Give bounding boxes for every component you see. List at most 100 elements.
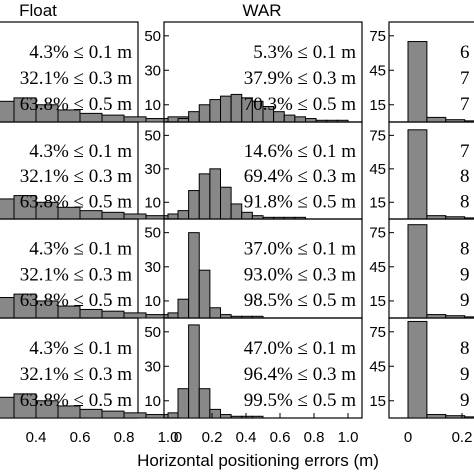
histogram-bar [251, 415, 264, 419]
y-tick-label: 45 [369, 62, 386, 79]
y-tick-label: 15 [369, 97, 386, 114]
panel-stat-text: 96.4% ≤ 0.3 m [244, 364, 357, 385]
panel-stat-text: 32.1% ≤ 0.3 m [20, 364, 133, 385]
histogram-bar [209, 408, 221, 419]
histogram-bar [101, 114, 125, 123]
panel-stat-text: 32.1% ≤ 0.3 m [20, 264, 133, 285]
histogram-bar [407, 129, 428, 220]
histogram-bar [283, 114, 296, 123]
x-tick-label: 1.0 [338, 429, 359, 446]
histogram-bar [220, 414, 232, 419]
panel-stat-text: 9 [460, 264, 470, 285]
histogram-bar [0, 198, 15, 220]
y-tick-label: 75 [369, 28, 386, 45]
x-tick-label: 1.0 [158, 429, 179, 446]
histogram-bar [198, 269, 211, 319]
histogram-bar [0, 100, 15, 123]
panel-stat-text: 47.0% ≤ 0.1 m [244, 338, 357, 359]
panel-stat-text: 9 [460, 290, 470, 311]
y-tick-label: 45 [369, 259, 386, 276]
histogram-bar [241, 415, 253, 419]
panel-stat-text: 32.1% ≤ 0.3 m [20, 68, 133, 89]
y-tick-label: 30 [144, 161, 161, 178]
histogram-bar [426, 414, 447, 419]
histogram-bar [188, 232, 200, 319]
histogram-bar [101, 310, 125, 319]
histogram-bar [241, 211, 253, 220]
histogram-bar [177, 210, 190, 220]
y-tick-label: 75 [369, 225, 386, 242]
y-tick-label: 75 [369, 324, 386, 341]
histogram-bar [0, 297, 15, 319]
histogram-bar [177, 388, 190, 419]
histogram-bar [123, 412, 147, 419]
panel-stat-text: 6 [460, 42, 470, 63]
y-tick-label: 45 [369, 161, 386, 178]
x-tick-label: 0.8 [114, 429, 135, 446]
histogram-bar [407, 41, 428, 123]
y-tick-label: 50 [144, 127, 161, 144]
panel-stat-text: 99.5% ≤ 0.5 m [244, 390, 357, 411]
y-tick-label: 10 [144, 194, 161, 211]
histogram-bar [230, 415, 243, 419]
panel-stat-text: 9 [460, 364, 470, 385]
y-tick-label: 30 [144, 259, 161, 276]
panel-stat-text: 9 [460, 390, 470, 411]
histogram-bar [294, 116, 306, 123]
panel-stat-text: 14.6% ≤ 0.1 m [244, 141, 357, 162]
panel-stat-text: 7 [460, 94, 470, 115]
x-tick-label: 0.6 [70, 429, 91, 446]
panel-stat-text: 4.3% ≤ 0.1 m [29, 239, 132, 260]
histogram-bar [177, 298, 190, 319]
histogram-bar [426, 116, 447, 123]
histogram-bar [198, 104, 211, 123]
histogram-bar [209, 168, 221, 220]
column-title: WAR [242, 1, 281, 20]
histogram-bar [188, 111, 200, 123]
x-tick-label: 0.4 [26, 429, 47, 446]
y-tick-label: 50 [144, 28, 161, 45]
x-tick-label: 0.8 [304, 429, 325, 446]
histogram-bar [123, 312, 147, 319]
panel-stat-text: 4.3% ≤ 0.1 m [29, 42, 132, 63]
panel-stat-text: 4.3% ≤ 0.1 m [29, 141, 132, 162]
y-tick-label: 10 [144, 393, 161, 410]
panel-stat-text: 4.3% ≤ 0.1 m [29, 338, 132, 359]
histogram-bar [188, 324, 200, 419]
panel-stat-text: 70.3% ≤ 0.5 m [244, 94, 357, 115]
y-tick-label: 50 [144, 225, 161, 242]
y-tick-label: 30 [144, 62, 161, 79]
panel-stat-text: 8 [460, 166, 470, 187]
x-tick-label: 0.4 [236, 429, 257, 446]
x-tick-label: 0.6 [270, 429, 291, 446]
y-tick-label: 45 [369, 358, 386, 375]
histogram-bar [0, 396, 15, 419]
panel-stat-text: 37.9% ≤ 0.3 m [244, 68, 357, 89]
histogram-bar [407, 224, 428, 319]
panel-stat-text: 37.0% ≤ 0.1 m [244, 239, 357, 260]
histogram-bar [220, 95, 232, 123]
histogram-bar [188, 190, 200, 220]
panel-stat-text: 32.1% ≤ 0.3 m [20, 166, 133, 187]
panel-stat-text: 98.5% ≤ 0.5 m [244, 290, 357, 311]
y-tick-label: 30 [144, 358, 161, 375]
x-tick-label: 0 [404, 429, 412, 446]
histogram-bar [407, 320, 428, 419]
histogram-bar [464, 416, 474, 419]
y-tick-label: 15 [369, 393, 386, 410]
histogram-bar [101, 211, 125, 220]
panel-stat-text: 63.8% ≤ 0.5 m [20, 290, 133, 311]
panel-stat-text: 5.3% ≤ 0.1 m [253, 42, 356, 63]
histogram-bar [230, 203, 243, 220]
panel-stat-text: 8 [460, 239, 470, 260]
histogram-bar [230, 93, 243, 123]
panel-stat-text: 8 [460, 191, 470, 212]
y-tick-label: 15 [369, 194, 386, 211]
panel-stat-text: 63.8% ≤ 0.5 m [20, 390, 133, 411]
panel-stat-text: 7 [460, 68, 470, 89]
x-axis-label: Horizontal positioning errors (m) [137, 451, 379, 470]
histogram-bar [101, 410, 125, 419]
y-tick-label: 50 [144, 324, 161, 341]
y-tick-label: 10 [144, 97, 161, 114]
